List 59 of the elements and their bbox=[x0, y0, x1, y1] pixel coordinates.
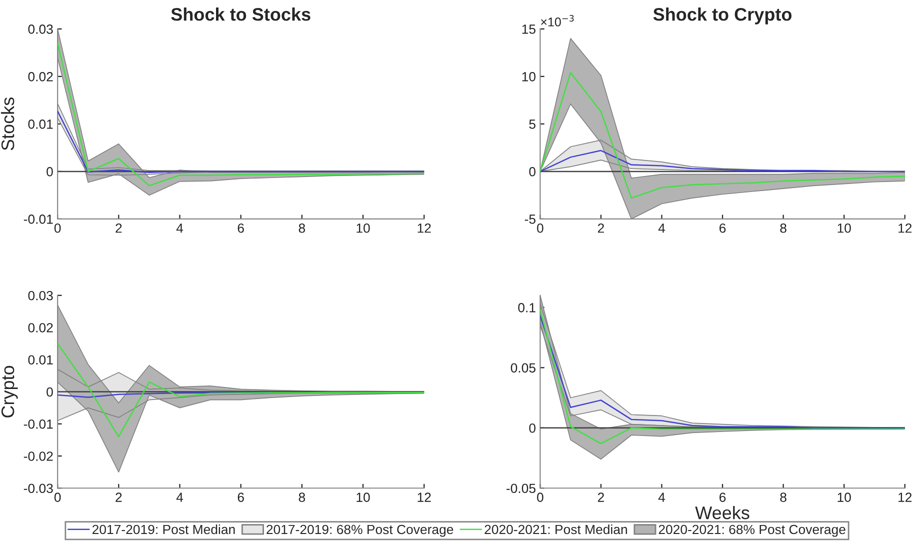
chart-title: Shock to Crypto bbox=[653, 8, 792, 24]
y-tick-label: -0.05 bbox=[506, 484, 536, 494]
x-tick-label: 12 bbox=[418, 223, 431, 233]
x-tick-label: 0 bbox=[537, 492, 544, 502]
x-tick-label: 0 bbox=[537, 223, 544, 233]
legend-label: 2017-2019: Post Median bbox=[92, 524, 235, 534]
x-tick-label: 2 bbox=[116, 492, 122, 502]
x-tick-label: 4 bbox=[176, 492, 184, 502]
chart-title: Shock to Stocks bbox=[171, 8, 310, 21]
legend-label: 2017-2019: 68% Post Coverage bbox=[266, 524, 454, 537]
y-tick-label: 0.02 bbox=[28, 72, 53, 82]
x-tick-label: 6 bbox=[720, 223, 726, 233]
x-tick-label: 8 bbox=[298, 223, 306, 233]
x-tick-label: 10 bbox=[356, 492, 370, 502]
y-tick-label: 10 bbox=[522, 72, 536, 82]
y-tick-label: 0 bbox=[46, 167, 53, 176]
y-tick-label: 0 bbox=[46, 387, 53, 397]
x-tick-label: 6 bbox=[238, 223, 244, 233]
x-tick-label: 12 bbox=[898, 492, 912, 502]
x-tick-label: 4 bbox=[658, 224, 666, 233]
x-tick-label: 12 bbox=[418, 492, 431, 502]
y-tick-label: 0.01 bbox=[28, 355, 53, 365]
text: ×10$^{−3}$ bbox=[541, 14, 574, 26]
y-axis-title: Stocks bbox=[0, 98, 14, 150]
x-tick-label: 8 bbox=[780, 492, 786, 502]
y-tick-label: 0.05 bbox=[510, 363, 536, 373]
legend-label: 2020-2021: 68% Post Coverage bbox=[658, 524, 846, 537]
y-tick-label: 5 bbox=[529, 120, 536, 129]
y-tick-label: -0.01 bbox=[24, 214, 53, 224]
y-tick-label: 0.03 bbox=[28, 290, 53, 300]
x-tick-label: 2 bbox=[598, 223, 604, 233]
x-tick-label: 10 bbox=[838, 492, 851, 502]
x-axis-title: Weeks bbox=[695, 506, 750, 520]
legend-label: 2020-2021: Post Median bbox=[484, 524, 627, 534]
x-tick-label: 12 bbox=[898, 223, 912, 233]
x-tick-label: 8 bbox=[780, 223, 786, 233]
y-tick-label: -0.03 bbox=[24, 484, 53, 494]
x-tick-label: 2 bbox=[116, 223, 122, 233]
y-tick-label: 0.1 bbox=[518, 303, 536, 312]
x-tick-label: 8 bbox=[298, 492, 306, 502]
y-tick-label: -0.01 bbox=[24, 419, 53, 429]
x-tick-label: 4 bbox=[658, 492, 666, 502]
x-tick-label: 0 bbox=[54, 492, 61, 502]
y-tick-label: 0.01 bbox=[28, 120, 53, 129]
x-tick-label: 10 bbox=[838, 223, 851, 233]
y-tick-label: -5 bbox=[524, 214, 536, 224]
x-tick-label: 6 bbox=[238, 492, 244, 502]
x-tick-label: 6 bbox=[720, 492, 726, 502]
y-tick-label: 0.02 bbox=[28, 323, 53, 332]
y-axis-title: Crypto bbox=[1, 366, 18, 418]
y-tick-label: 0 bbox=[529, 167, 536, 176]
y-tick-label: 15 bbox=[522, 24, 536, 34]
x-tick-label: 2 bbox=[598, 492, 604, 502]
x-tick-label: 4 bbox=[176, 224, 184, 233]
x-tick-label: 0 bbox=[54, 223, 61, 233]
y-tick-label: 0 bbox=[529, 423, 536, 433]
y-tick-label: -0.02 bbox=[24, 452, 53, 461]
y-tick-label: 0.03 bbox=[28, 24, 53, 34]
x-tick-label: 10 bbox=[356, 223, 370, 233]
